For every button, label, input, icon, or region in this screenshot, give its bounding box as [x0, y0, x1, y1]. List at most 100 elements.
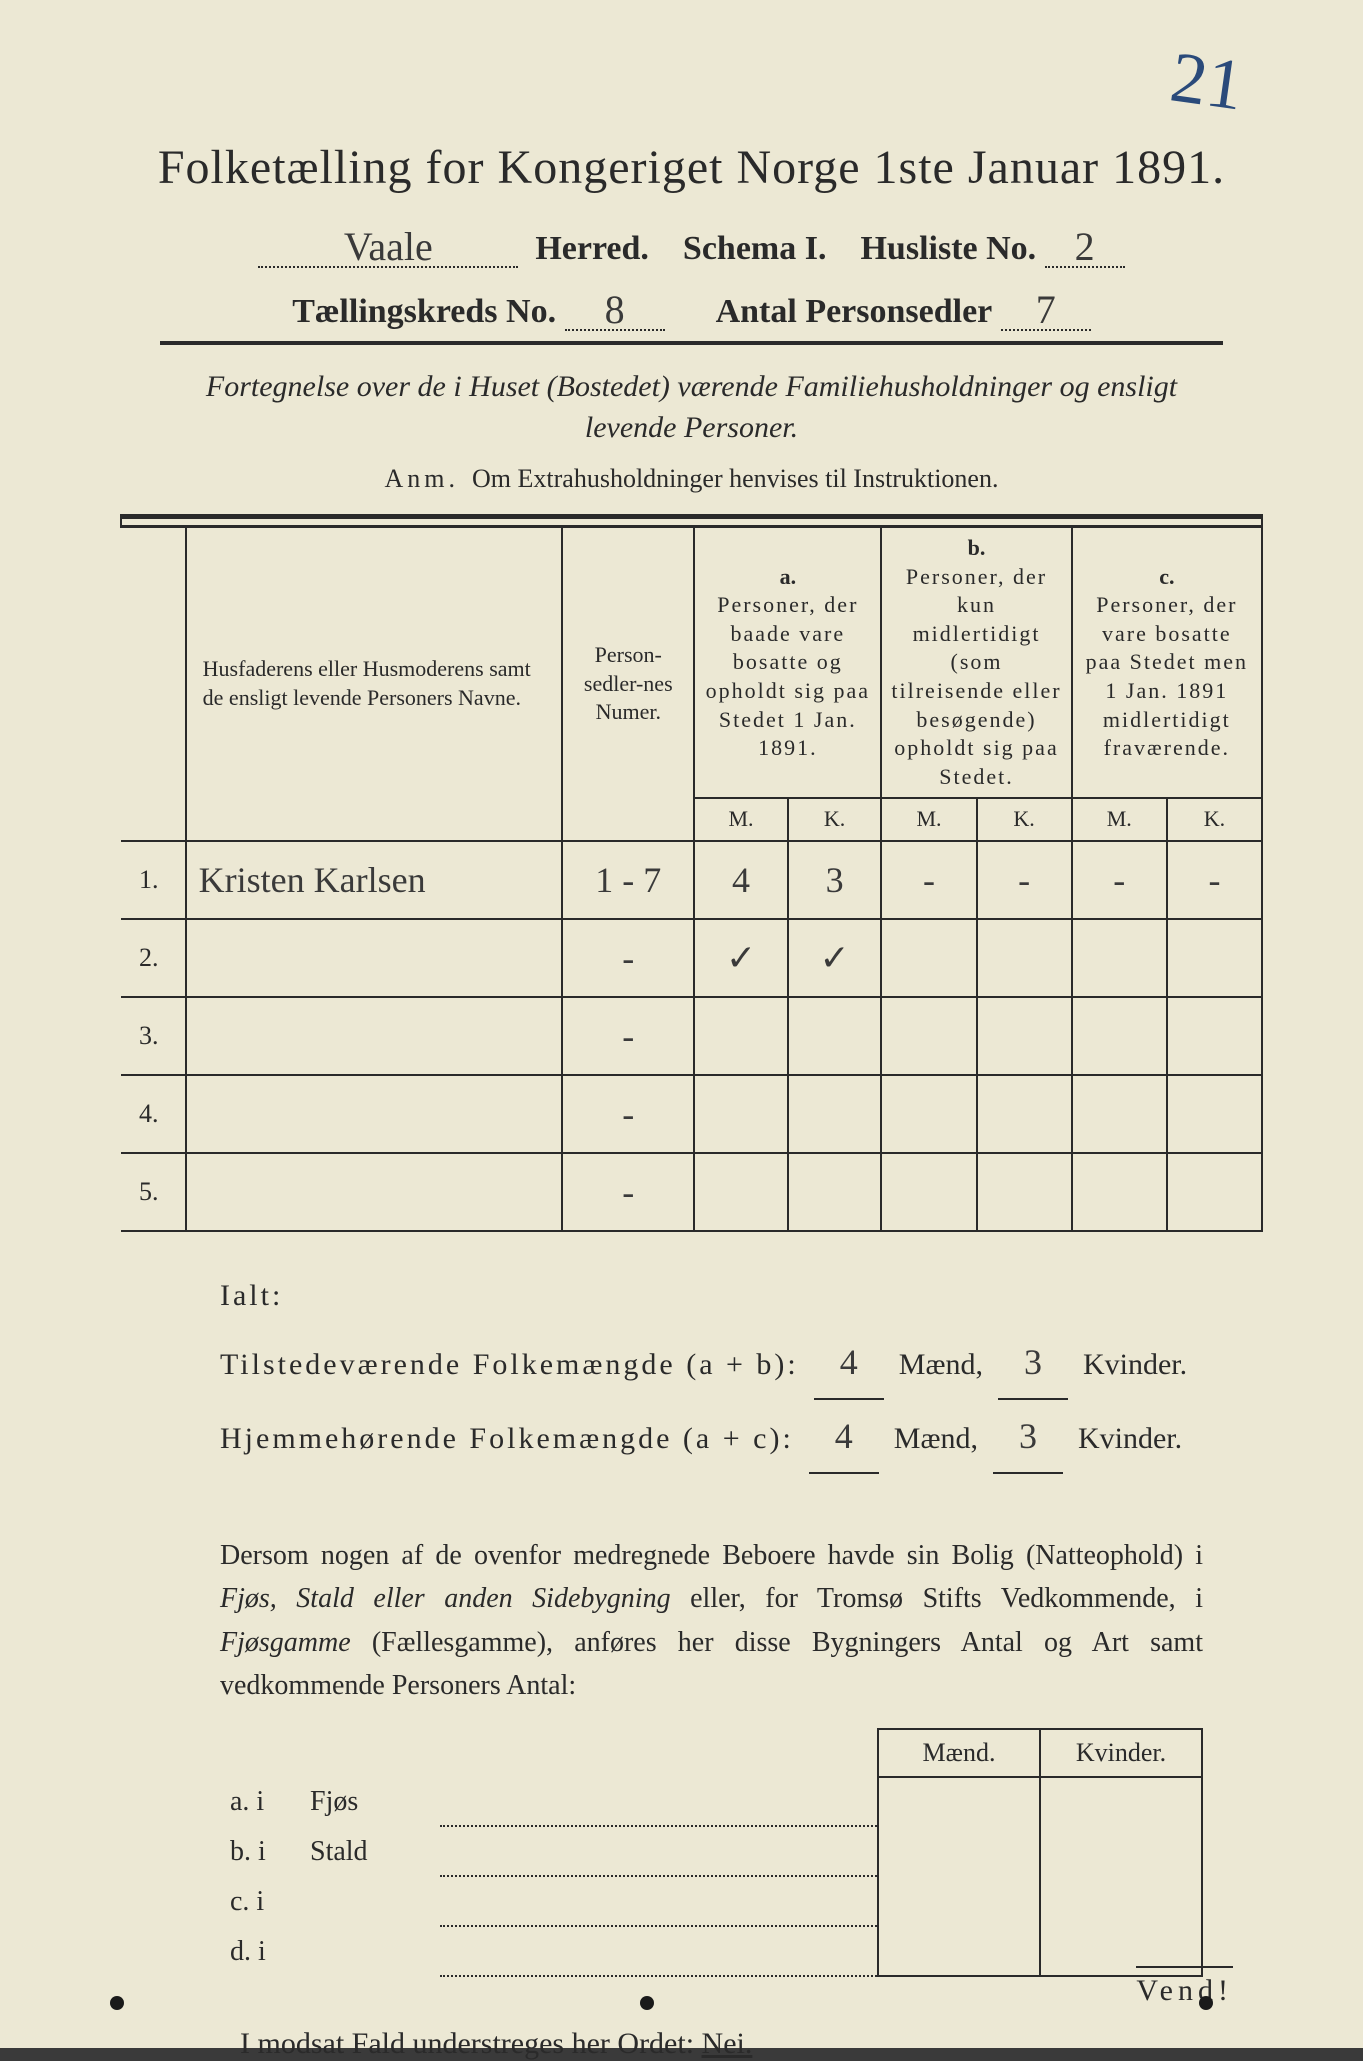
table-row: 4.-: [121, 1075, 1262, 1153]
numer-cell: -: [562, 1075, 694, 1153]
maend-cell: [878, 1876, 1040, 1926]
hole-mark: [640, 1996, 654, 2010]
dotted-line: [440, 1826, 878, 1876]
maend-cell: [878, 1777, 1040, 1826]
kvinder-label-2: Kvinder.: [1078, 1422, 1182, 1455]
col-header-b: b. Personer, der kun midlertidigt (som t…: [881, 527, 1071, 799]
col-header-name: Husfaderens eller Husmoderens samt de en…: [186, 527, 563, 841]
person-name: [186, 1075, 563, 1153]
col-header-a: a. Personer, der baade vare bosatte og o…: [694, 527, 881, 799]
subtitle: Fortegnelse over de i Huset (Bostedet) v…: [180, 367, 1203, 448]
sidebygning-row: a. iFjøs: [220, 1777, 1202, 1826]
dotted-line: [440, 1777, 878, 1826]
page-number-handwritten: 21: [1166, 35, 1249, 127]
row-type: Fjøs: [300, 1777, 440, 1826]
numer-cell: -: [562, 1153, 694, 1231]
b-k-cell: [977, 1075, 1072, 1153]
husliste-label: Husliste No.: [860, 230, 1036, 267]
b-m-cell: [881, 919, 976, 997]
resident-k: 3: [1019, 1416, 1037, 1456]
b-m-cell: [881, 997, 976, 1075]
kvinder-cell: [1040, 1777, 1202, 1826]
resident-m: 4: [835, 1416, 853, 1456]
herred-label: Herred.: [535, 230, 649, 267]
c-m-cell: [1072, 919, 1167, 997]
row-label: b. i: [220, 1826, 300, 1876]
maend-cell: [878, 1826, 1040, 1876]
vend-label: Vend!: [1136, 1966, 1233, 2008]
col-c-k: K.: [1167, 798, 1262, 841]
present-label: Tilstedeværende Folkemængde (a + b):: [220, 1348, 799, 1381]
lower-kvinder-header: Kvinder.: [1040, 1729, 1202, 1777]
schema-label: Schema I.: [683, 230, 827, 267]
c-m-cell: -: [1072, 841, 1167, 919]
a-m-cell: ✓: [694, 919, 788, 997]
kreds-label: Tællingskreds No.: [292, 293, 556, 330]
nei-line: I modsat Fald understreges her Ordet: Ne…: [240, 2027, 1203, 2061]
row-number: 2.: [121, 919, 186, 997]
b-k-cell: [977, 919, 1072, 997]
c-k-cell: [1167, 919, 1262, 997]
hole-mark: [110, 1996, 124, 2010]
a-k-cell: 3: [788, 841, 882, 919]
header-line-2: Tællingskreds No. 8 Antal Personsedler 7: [120, 282, 1263, 331]
table-row: 3. -: [121, 997, 1262, 1075]
kreds-value: 8: [605, 287, 625, 332]
sidebygning-row: c. i: [220, 1876, 1202, 1926]
row-type: [300, 1876, 440, 1926]
col-a-m: M.: [694, 798, 788, 841]
col-a-k: K.: [788, 798, 882, 841]
c-k-cell: [1167, 1153, 1262, 1231]
anm-label: Anm.: [385, 464, 460, 493]
sidebygning-paragraph: Dersom nogen af de ovenfor medregnede Be…: [220, 1534, 1203, 1708]
c-k-cell: [1167, 997, 1262, 1075]
row-label: d. i: [220, 1926, 300, 1976]
a-k-cell: ✓: [788, 919, 882, 997]
personsedler-value: 7: [1036, 287, 1056, 332]
numer-cell: -: [562, 919, 694, 997]
row-number: 5.: [121, 1153, 186, 1231]
table-row: 2.-✓✓: [121, 919, 1262, 997]
maend-label: Mænd,: [899, 1348, 983, 1381]
person-name: [186, 919, 563, 997]
a-m-cell: [694, 1075, 788, 1153]
b-k-cell: [977, 1153, 1072, 1231]
row-label: c. i: [220, 1876, 300, 1926]
sidebygning-row: b. iStald: [220, 1826, 1202, 1876]
lower-maend-header: Mænd.: [878, 1729, 1040, 1777]
row-number: 1.: [121, 841, 186, 919]
table-row: 5. -: [121, 1153, 1262, 1231]
divider: [160, 341, 1223, 345]
col-c-m: M.: [1072, 798, 1167, 841]
anm-text: Om Extrahusholdninger henvises til Instr…: [472, 464, 998, 493]
dotted-line: [440, 1876, 878, 1926]
c-m-cell: [1072, 997, 1167, 1075]
a-m-cell: 4: [694, 841, 788, 919]
personsedler-label: Antal Personsedler: [716, 293, 993, 330]
sidebygning-row: d. i: [220, 1926, 1202, 1976]
row-number: 3.: [121, 997, 186, 1075]
a-k-cell: [788, 1075, 882, 1153]
anm-note: Anm. Om Extrahusholdninger henvises til …: [120, 464, 1263, 494]
c-k-cell: [1167, 1075, 1262, 1153]
maend-label-2: Mænd,: [894, 1422, 978, 1455]
resident-label: Hjemmehørende Folkemængde (a + c):: [220, 1422, 794, 1455]
kvinder-cell: [1040, 1876, 1202, 1926]
maend-cell: [878, 1926, 1040, 1976]
a-k-cell: [788, 1153, 882, 1231]
a-m-cell: [694, 1153, 788, 1231]
row-type: Stald: [300, 1826, 440, 1876]
dotted-line: [440, 1926, 878, 1976]
b-k-cell: [977, 997, 1072, 1075]
numer-cell: -: [562, 997, 694, 1075]
row-label: a. i: [220, 1777, 300, 1826]
husliste-value: 2: [1075, 224, 1095, 269]
person-name: [186, 997, 563, 1075]
c-m-cell: [1072, 1075, 1167, 1153]
b-m-cell: [881, 1075, 976, 1153]
header-line-1: Vaale Herred. Schema I. Husliste No. 2: [120, 219, 1263, 268]
nei-word: Nei.: [702, 2027, 753, 2060]
col-b-m: M.: [881, 798, 976, 841]
col-header-c: c. Personer, der vare bosatte paa Stedet…: [1072, 527, 1262, 799]
present-k: 3: [1024, 1342, 1042, 1382]
